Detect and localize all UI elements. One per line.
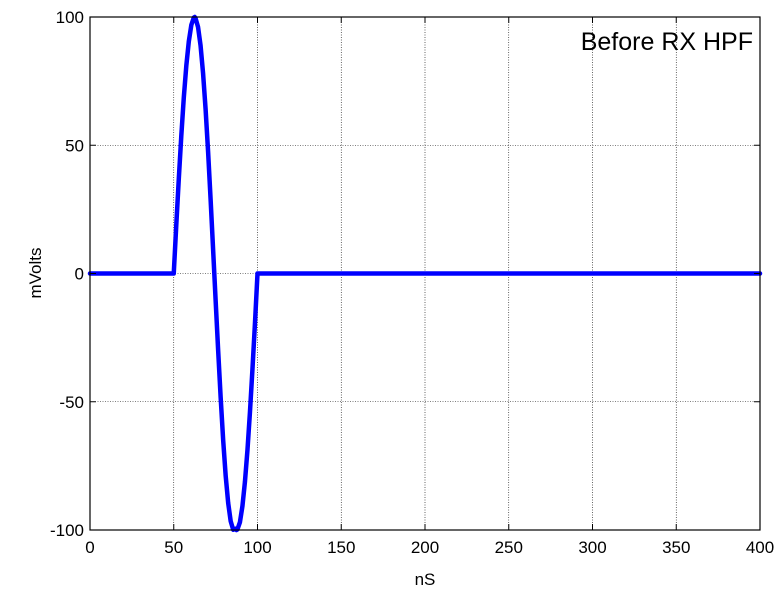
- series-line: [87, 14, 763, 533]
- y-tick-label: -100: [50, 521, 84, 540]
- x-axis-label: nS: [415, 570, 436, 589]
- x-tick-label: 100: [243, 538, 271, 557]
- x-tick-label: 300: [578, 538, 606, 557]
- x-tick-label: 250: [495, 538, 523, 557]
- x-tick-label: 400: [746, 538, 774, 557]
- legend-entry: Before RX HPF: [581, 28, 753, 56]
- x-tick-label: 50: [164, 538, 183, 557]
- y-tick-label: 0: [75, 265, 84, 284]
- series-layer: [87, 14, 763, 533]
- label-layer: nS mVolts Before RX HPF: [26, 28, 753, 589]
- x-tick-label: 0: [85, 538, 94, 557]
- y-axis-label: mVolts: [26, 247, 45, 298]
- x-tick-label: 200: [411, 538, 439, 557]
- y-tick-label: -50: [59, 393, 84, 412]
- y-tick-label: 50: [65, 136, 84, 155]
- y-tick-label: 100: [56, 8, 84, 27]
- x-tick-label: 350: [662, 538, 690, 557]
- tick-layer: 0 50 100 150 200 250 300 350 400 -100 -50 0 50 100: [50, 8, 774, 557]
- x-tick-label: 150: [327, 538, 355, 557]
